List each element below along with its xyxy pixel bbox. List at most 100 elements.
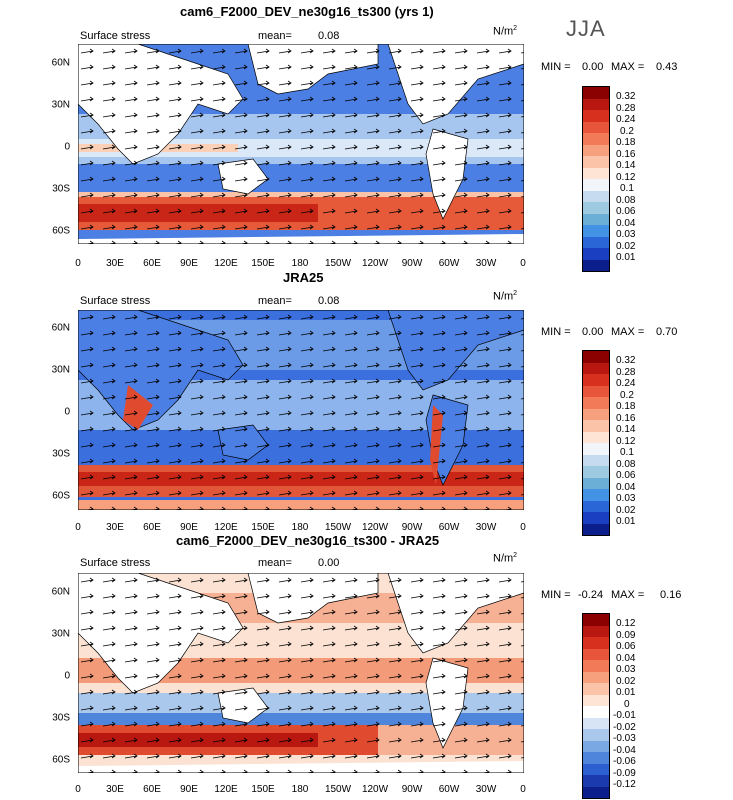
- cbar-label: 0.16: [616, 149, 636, 160]
- panel3-map: [78, 573, 524, 773]
- cbar-label: 0.03: [616, 664, 636, 675]
- panel1-xtick: 60E: [143, 258, 161, 269]
- panel3-mean-label: mean=: [258, 557, 292, 569]
- panel1-xtick: 90E: [180, 258, 198, 269]
- panel1-xtick: 150E: [251, 258, 275, 269]
- panel3-min-label: MIN =: [541, 589, 571, 601]
- panel1-colorbar: [582, 86, 610, 272]
- panel1-min-value: 0.00: [582, 61, 604, 73]
- panel3-colorbar: [582, 613, 610, 799]
- cbar-label: 0.01: [616, 516, 636, 527]
- cbar-label: 0.1: [620, 447, 634, 458]
- cbar-label: 0.04: [616, 482, 636, 493]
- cbar-label: 0.01: [616, 687, 636, 698]
- panel2-xtick: 90W: [401, 522, 423, 533]
- panel3-min-value: -0.24: [578, 589, 604, 601]
- panel1-xtick: 30W: [475, 258, 497, 269]
- panel1-xtick: 90W: [401, 258, 423, 269]
- panel3-xtick: 150E: [251, 784, 275, 795]
- panel2-ytick-30s: 30S: [52, 448, 70, 460]
- cbar-label: -0.12: [613, 779, 636, 790]
- cbar-label: 0.06: [616, 470, 636, 481]
- cbar-label: 0: [624, 699, 630, 710]
- panel2-min-label: MIN =: [541, 326, 571, 338]
- panel1-ytick-0: 0: [64, 141, 70, 153]
- panel2-xtick: 120W: [361, 522, 389, 533]
- panel3-units: N/m2: [493, 552, 518, 565]
- panel1-xtick: 180: [291, 258, 309, 269]
- panel1-ytick-60n: 60N: [51, 57, 70, 69]
- panel1-xtick: 120E: [214, 258, 238, 269]
- panel3-title: cam6_F2000_DEV_ne30g16_ts300 - JRA25: [176, 533, 440, 548]
- cbar-label: 0.02: [616, 676, 636, 687]
- panel2-xtick: 180: [291, 522, 309, 533]
- panel2-xtick: 90E: [180, 522, 198, 533]
- cbar-label: -0.04: [613, 745, 636, 756]
- cbar-label: 0.12: [616, 172, 636, 183]
- panel1-mean-label: mean=: [258, 30, 292, 42]
- panel2-max-value: 0.70: [656, 326, 678, 338]
- cbar-label: 0.14: [616, 424, 636, 435]
- panel1-field-label: Surface stress: [80, 30, 151, 42]
- panel1-xtick: 150W: [324, 258, 352, 269]
- panel3-ytick-60s: 60S: [52, 754, 70, 766]
- panel3-mean-value: 0.00: [318, 557, 340, 569]
- panel1-max-label: MAX =: [611, 61, 645, 73]
- cbar-label: 0.16: [616, 413, 636, 424]
- panel2-max-label: MAX =: [611, 326, 645, 338]
- panel1-max-value: 0.43: [656, 61, 678, 73]
- panel2-colorbar: [582, 350, 610, 536]
- panel2-xtick: 60W: [438, 522, 460, 533]
- cbar-label: 0.28: [616, 367, 636, 378]
- cbar-label: 0.06: [616, 641, 636, 652]
- panel3-ytick-30s: 30S: [52, 712, 70, 724]
- cbar-label: 0.18: [616, 401, 636, 412]
- cbar-label: 0.24: [616, 378, 636, 389]
- cbar-label: 0.12: [616, 618, 636, 629]
- cbar-label: -0.01: [613, 710, 636, 721]
- panel3-xtick: 90E: [180, 784, 198, 795]
- panel3-ytick-0: 0: [64, 670, 70, 682]
- panel2-xtick: 150E: [251, 522, 275, 533]
- cbar-label: 0.2: [620, 390, 634, 401]
- panel3-xtick: 60E: [143, 784, 161, 795]
- cbar-label: 0.2: [620, 126, 634, 137]
- cbar-label: 0.14: [616, 160, 636, 171]
- panel2-units: N/m2: [493, 290, 518, 303]
- cbar-label: 0.12: [616, 436, 636, 447]
- panel1-ytick-30n: 30N: [51, 99, 70, 111]
- panel2-xtick: 60E: [143, 522, 161, 533]
- panel1-xtick: 0: [520, 258, 526, 269]
- panel2-xtick: 120E: [214, 522, 238, 533]
- panel2-map: [78, 310, 524, 510]
- panel3-xtick: 150W: [324, 784, 352, 795]
- panel1-title: cam6_F2000_DEV_ne30g16_ts300 (yrs 1): [180, 4, 434, 19]
- panel2-xtick: 0: [75, 522, 81, 533]
- cbar-label: 0.32: [616, 91, 636, 102]
- panel1-ytick-60s: 60S: [52, 225, 70, 237]
- panel3-xtick: 60W: [438, 784, 460, 795]
- cbar-label: 0.08: [616, 459, 636, 470]
- panel2-ytick-0: 0: [64, 406, 70, 418]
- panel3-ytick-30n: 30N: [51, 628, 70, 640]
- panel2-ytick-60s: 60S: [52, 490, 70, 502]
- panel1-xtick: 0: [75, 258, 81, 269]
- cbar-label: 0.02: [616, 241, 636, 252]
- panel3-xtick: 90W: [401, 784, 423, 795]
- cbar-label: -0.09: [613, 768, 636, 779]
- cbar-label: -0.03: [613, 733, 636, 744]
- panel3-xtick: 30W: [475, 784, 497, 795]
- panel1-map: [78, 44, 524, 244]
- cbar-label: 0.09: [616, 630, 636, 641]
- cbar-label: 0.08: [616, 195, 636, 206]
- cbar-label: 0.24: [616, 114, 636, 125]
- panel3-xtick: 0: [520, 784, 526, 795]
- season-label: JJA: [566, 16, 606, 41]
- cbar-label: 0.03: [616, 229, 636, 240]
- cbar-label: 0.1: [620, 183, 634, 194]
- cbar-label: -0.02: [613, 722, 636, 733]
- cbar-label: 0.04: [616, 218, 636, 229]
- panel2-xtick: 30E: [106, 522, 124, 533]
- panel2-title: JRA25: [283, 270, 324, 285]
- cbar-label: 0.28: [616, 103, 636, 114]
